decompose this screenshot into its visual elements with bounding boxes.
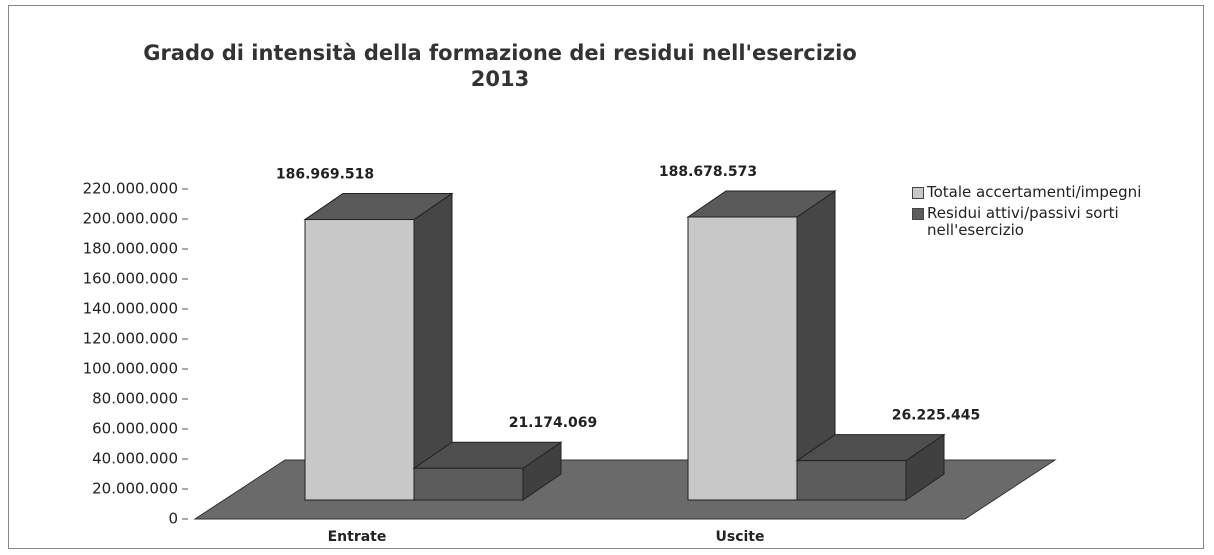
bar (304, 219, 415, 501)
value-label: 21.174.069 (509, 415, 598, 431)
y-tick-label: 60.000.000 (92, 420, 178, 438)
y-tick-label: 0 (168, 510, 178, 528)
y-tick-label: 200.000.000 (83, 210, 178, 228)
value-label: 188.678.573 (659, 164, 757, 180)
y-tick-label: 120.000.000 (83, 330, 178, 348)
y-tick-label: 20.000.000 (92, 480, 178, 498)
value-label: 186.969.518 (276, 167, 374, 183)
bar (413, 467, 524, 501)
value-label: 26.225.445 (892, 408, 981, 424)
y-tick-label: 180.000.000 (83, 240, 178, 258)
chart-frame (8, 5, 1204, 549)
chart-title: Grado di intensità della formazione dei … (143, 41, 857, 91)
x-tick-label: Entrate (328, 529, 387, 545)
y-tick-label: 100.000.000 (83, 360, 178, 378)
legend-swatch (912, 208, 924, 220)
y-tick-label: 40.000.000 (92, 450, 178, 468)
legend-label: Residui attivi/passivi sorti nell'eserci… (927, 204, 1119, 239)
y-tick-label: 140.000.000 (83, 300, 178, 318)
legend-swatch (912, 187, 924, 199)
legend-item: Residui attivi/passivi sorti nell'eserci… (912, 205, 1162, 239)
y-tick-label: 80.000.000 (92, 390, 178, 408)
legend-label: Totale accertamenti/impegni (927, 183, 1142, 201)
y-tick-label: 220.000.000 (83, 180, 178, 198)
legend-item: Totale accertamenti/impegni (912, 184, 1141, 201)
bar (796, 460, 907, 501)
x-tick-label: Uscite (716, 529, 765, 545)
bar (687, 216, 798, 501)
y-tick-label: 160.000.000 (83, 270, 178, 288)
